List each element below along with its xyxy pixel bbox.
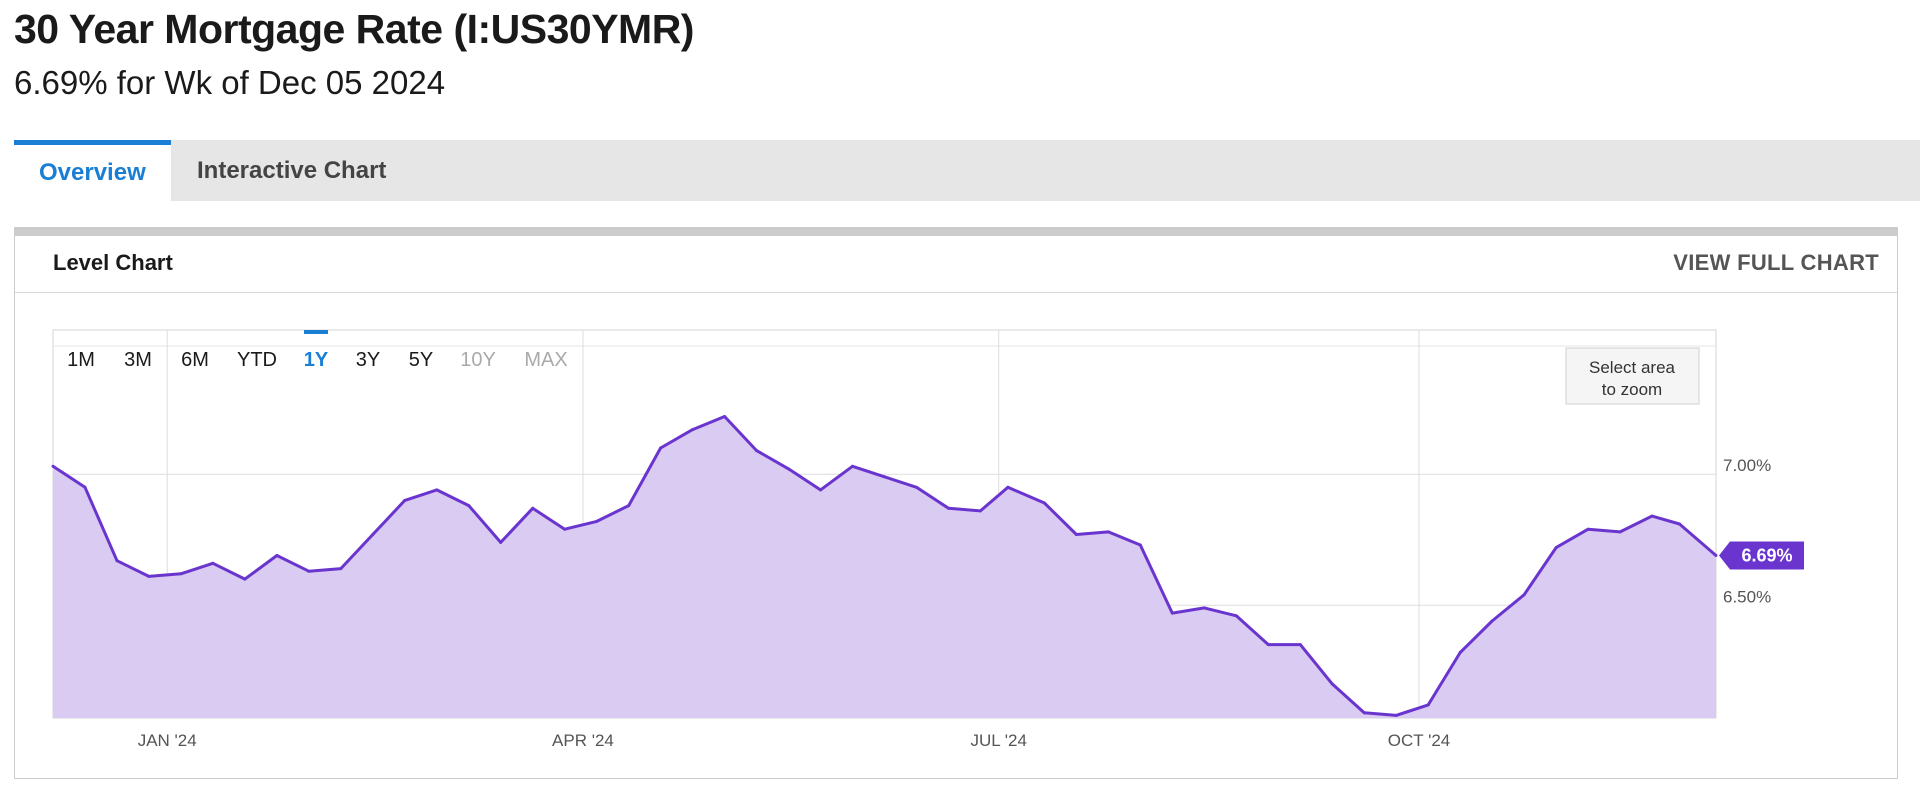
range-button-5y[interactable]: 5Y — [409, 349, 433, 371]
range-button-10y: 10Y — [460, 349, 496, 371]
data-point — [1298, 643, 1302, 647]
data-point — [531, 506, 535, 510]
x-tick-label: OCT '24 — [1388, 731, 1450, 750]
data-point — [179, 572, 183, 576]
data-point — [1490, 619, 1494, 623]
y-tick-label: 7.00% — [1723, 456, 1771, 475]
tab-bar: Overview Interactive Chart — [14, 140, 1920, 201]
range-button-1y[interactable]: 1Y — [304, 330, 329, 371]
data-point — [275, 554, 279, 557]
range-button-ytd[interactable]: YTD — [237, 349, 277, 371]
data-point — [307, 569, 311, 573]
last-value-badge — [1719, 541, 1804, 570]
data-point — [371, 533, 375, 536]
range-button-3m[interactable]: 3M — [124, 349, 152, 371]
range-button-label: 10Y — [460, 349, 496, 371]
zoom-hint-text: Select area — [1589, 358, 1676, 377]
data-point — [51, 464, 55, 468]
data-point — [1266, 643, 1270, 647]
range-selected-indicator — [304, 330, 328, 334]
data-point — [1042, 501, 1046, 505]
data-point — [563, 527, 567, 531]
range-button-label: 1Y — [304, 349, 329, 371]
card-title: Level Chart — [53, 250, 173, 275]
range-button-3y[interactable]: 3Y — [356, 349, 380, 371]
data-point — [947, 506, 950, 510]
data-point — [339, 567, 343, 571]
data-point — [1202, 606, 1206, 610]
data-point — [755, 449, 759, 453]
data-point — [1362, 711, 1366, 715]
range-button-label: YTD — [237, 349, 277, 371]
view-full-chart-link[interactable]: VIEW FULL CHART — [1673, 250, 1879, 275]
range-button-label: 3Y — [356, 349, 380, 371]
data-point — [115, 559, 119, 563]
data-point — [883, 475, 886, 479]
data-point — [1678, 522, 1681, 526]
tab-interactive-chart[interactable]: Interactive Chart — [197, 157, 387, 184]
data-point — [1554, 546, 1558, 550]
data-point — [851, 464, 854, 468]
range-button-6m[interactable]: 6M — [181, 349, 209, 371]
data-point — [499, 540, 503, 544]
data-point — [435, 488, 439, 492]
range-button-label: 1M — [67, 349, 95, 371]
data-point — [1006, 485, 1010, 489]
data-point — [1618, 530, 1622, 534]
range-button-max: MAX — [524, 349, 567, 371]
data-point — [83, 485, 87, 489]
page-subtitle: 6.69% for Wk of Dec 05 2024 — [14, 64, 446, 101]
data-point — [1650, 514, 1654, 518]
data-point — [1714, 554, 1718, 557]
range-button-label: 3M — [124, 349, 152, 371]
data-point — [1522, 593, 1526, 597]
data-point — [1394, 713, 1398, 717]
data-point — [243, 577, 247, 581]
data-point — [595, 519, 599, 523]
data-point — [1170, 611, 1174, 615]
last-value-label: 6.69% — [1741, 545, 1792, 565]
range-button-label: 6M — [181, 349, 209, 371]
range-button-1m[interactable]: 1M — [67, 349, 95, 371]
card-header: Level Chart VIEW FULL CHART — [15, 236, 1897, 293]
data-point — [1106, 530, 1110, 534]
data-point — [147, 574, 151, 578]
data-point — [787, 467, 791, 471]
data-point — [1074, 533, 1078, 536]
data-point — [211, 561, 215, 565]
data-point — [1426, 703, 1430, 707]
zoom-hint-box — [1565, 347, 1700, 405]
data-point — [691, 428, 695, 432]
tab-overview[interactable]: Overview — [14, 140, 171, 201]
data-point — [403, 498, 407, 502]
range-button-label: MAX — [524, 349, 567, 371]
data-point — [1330, 682, 1334, 686]
data-point — [1138, 543, 1142, 547]
data-point — [1234, 614, 1238, 618]
data-point — [659, 446, 663, 450]
x-tick-label: JUL '24 — [970, 731, 1026, 750]
y-tick-label: 6.50% — [1723, 587, 1771, 606]
data-point — [1586, 527, 1590, 531]
series-area — [53, 416, 1716, 718]
data-point — [1458, 651, 1462, 654]
data-point — [627, 504, 631, 508]
x-tick-label: JAN '24 — [138, 731, 197, 750]
page-title: 30 Year Mortgage Rate (I:US30YMR) — [14, 6, 694, 52]
data-point — [723, 415, 727, 418]
data-point — [467, 504, 471, 508]
zoom-hint-text: to zoom — [1602, 380, 1662, 399]
data-point — [819, 488, 822, 492]
data-point — [915, 485, 918, 489]
x-tick-label: APR '24 — [552, 731, 614, 750]
data-point — [978, 509, 982, 513]
range-button-label: 5Y — [409, 349, 433, 371]
